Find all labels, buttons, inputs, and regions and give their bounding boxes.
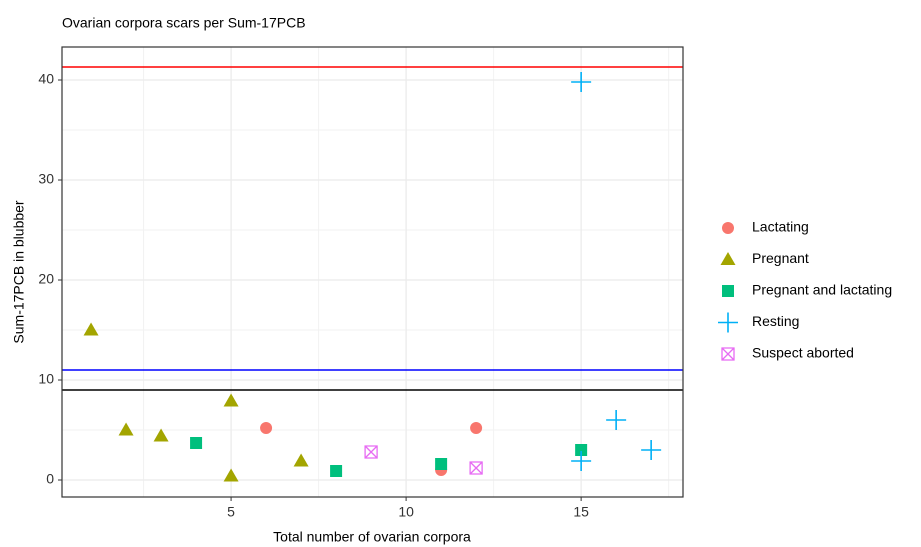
point	[435, 458, 448, 470]
x-axis-label: Total number of ovarian corpora	[273, 529, 471, 545]
legend-key	[722, 285, 734, 297]
y-tick-label: 20	[38, 271, 54, 287]
legend-label: Suspect aborted	[752, 345, 854, 361]
point	[223, 393, 239, 407]
plot-border	[61, 46, 684, 498]
point	[470, 422, 483, 434]
y-tick-label: 0	[46, 471, 54, 487]
x-tick-label: 5	[227, 504, 235, 520]
legend-key	[721, 347, 735, 361]
point	[153, 428, 169, 442]
legend-label: Lactating	[752, 219, 809, 235]
y-tick-label: 30	[38, 171, 54, 187]
x-tick-label: 15	[573, 504, 589, 520]
point	[364, 445, 378, 459]
point	[260, 422, 273, 434]
point	[641, 440, 662, 460]
legend-key	[720, 252, 736, 265]
point	[293, 453, 309, 467]
point	[330, 465, 343, 477]
legend-label: Resting	[752, 313, 799, 329]
point	[190, 437, 203, 449]
point	[469, 461, 483, 475]
chart-title: Ovarian corpora scars per Sum-17PCB	[62, 15, 306, 31]
point	[118, 422, 134, 436]
legend-key	[722, 222, 734, 234]
x-tick-label: 10	[398, 504, 414, 520]
point	[223, 468, 239, 482]
point	[571, 72, 592, 92]
legend-key	[718, 312, 738, 333]
point	[83, 322, 99, 336]
legend-label: Pregnant and lactating	[752, 282, 892, 298]
point	[571, 451, 592, 471]
point	[606, 410, 627, 430]
legend-label: Pregnant	[752, 250, 809, 266]
point	[575, 444, 588, 456]
y-tick-label: 40	[38, 71, 54, 87]
y-tick-label: 10	[38, 371, 54, 387]
y-axis-label: Sum-17PCB in blubber	[11, 200, 27, 344]
